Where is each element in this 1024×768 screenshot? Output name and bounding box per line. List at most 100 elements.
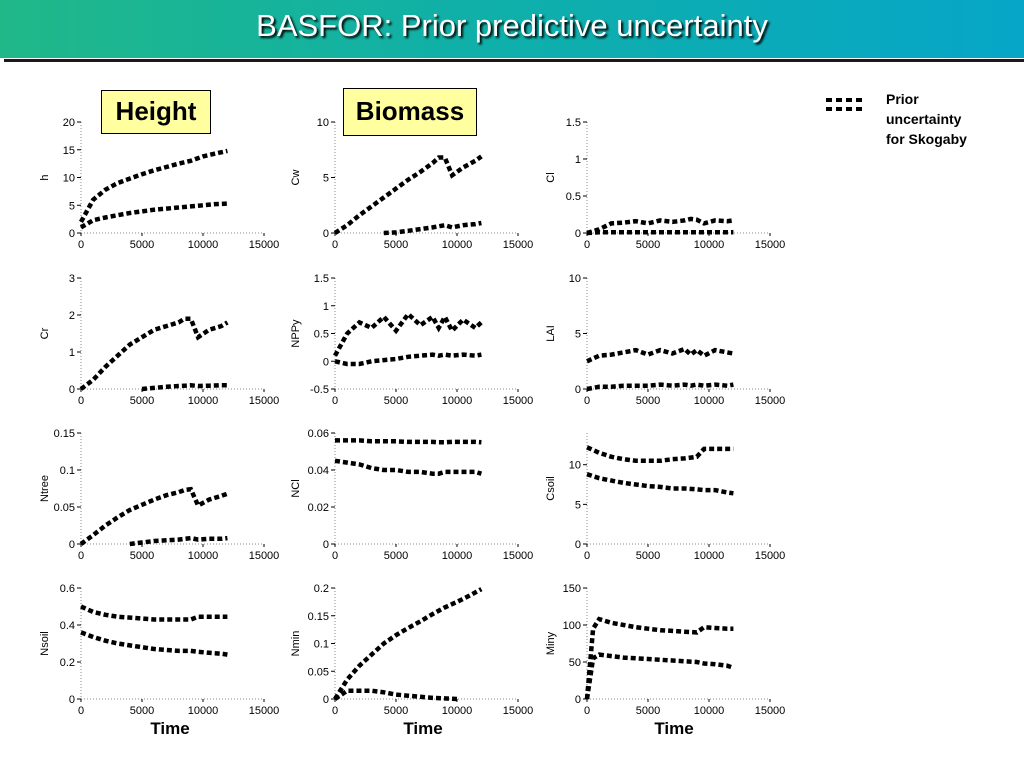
x-tick-label: 10000 — [188, 550, 219, 562]
upper-bound-series — [584, 616, 734, 700]
x-tick-label: 10000 — [188, 705, 219, 717]
lower-bound-series — [383, 220, 482, 236]
x-tick-label: 10000 — [442, 550, 473, 562]
x-tick-label: 5000 — [636, 395, 660, 407]
x-tick-label: 15000 — [249, 705, 280, 717]
slide-title: BASFOR: Prior predictive uncertainty — [256, 8, 768, 43]
y-tick-label: 50 — [569, 657, 581, 669]
x-tick-label: 0 — [332, 395, 338, 407]
y-tick-label: 100 — [563, 620, 581, 632]
y-axis-label: LAI — [545, 325, 557, 342]
x-tick-label: 5000 — [384, 239, 408, 251]
x-tick-label: 10000 — [694, 550, 725, 562]
x-tick-label: 15000 — [755, 550, 786, 562]
y-tick-label: 150 — [563, 583, 581, 595]
y-tick-label: 0 — [575, 228, 581, 240]
y-axis-label: Cw — [290, 170, 302, 186]
y-axis-label: Cr — [39, 327, 51, 339]
x-tick-label: 15000 — [249, 550, 280, 562]
x-tick-label: 15000 — [503, 550, 534, 562]
y-tick-label: 0.05 — [308, 666, 329, 678]
x-tick-label: 15000 — [755, 395, 786, 407]
x-tick-label: 10000 — [442, 239, 473, 251]
y-tick-label: 5 — [323, 173, 329, 185]
height-tag: Height — [101, 90, 211, 134]
x-tick-label: 5000 — [130, 395, 154, 407]
panel-nsoil: 0 5000 10000 15000 0 0.2 0.4 0.6 Nsoil — [39, 583, 279, 717]
lower-bound-series — [586, 230, 734, 236]
y-tick-label: -0.5 — [310, 384, 329, 396]
lower-bound-series — [80, 630, 228, 657]
y-tick-label: 1 — [575, 154, 581, 166]
x-tick-label: 0 — [584, 395, 590, 407]
y-axis-label: Miny — [545, 631, 557, 655]
panel-ncl: 0 5000 10000 15000 0 0.02 0.04 0.06 NCl — [290, 428, 533, 562]
y-tick-label: 0.5 — [314, 329, 329, 341]
y-tick-label: 0.06 — [308, 428, 329, 440]
x-tick-label: 15000 — [503, 239, 534, 251]
x-tick-label: 0 — [584, 705, 590, 717]
y-tick-label: 0.1 — [314, 639, 329, 651]
y-tick-label: 5 — [575, 499, 581, 511]
y-tick-label: 10 — [317, 117, 329, 129]
y-axis-label: Nsoil — [39, 631, 51, 655]
upper-bound-series — [79, 486, 229, 546]
upper-bound-series — [79, 316, 229, 391]
y-tick-label: 0.2 — [314, 583, 329, 595]
upper-bound-series — [586, 445, 734, 464]
x-tick-label: 0 — [78, 239, 84, 251]
x-tick-label: 5000 — [636, 550, 660, 562]
x-tick-label: 5000 — [384, 705, 408, 717]
x-tick-label: 10000 — [442, 705, 473, 717]
lower-bound-series — [141, 383, 228, 392]
legend-swatch — [826, 98, 862, 111]
y-tick-label: 15 — [63, 145, 75, 157]
panel-h: 0 5000 10000 15000 0 5 10 15 20 h — [39, 117, 279, 251]
y-tick-label: 0.4 — [60, 620, 75, 632]
y-tick-label: 0 — [323, 228, 329, 240]
panel-cr: 0 5000 10000 15000 0 1 2 3 Cr — [39, 273, 279, 407]
y-tick-label: 10 — [569, 460, 581, 472]
y-tick-label: 0.6 — [60, 583, 75, 595]
y-tick-label: 0.04 — [308, 465, 329, 477]
x-tick-label: 10000 — [188, 239, 219, 251]
y-tick-label: 2 — [69, 310, 75, 322]
legend-text: Prior uncertainty for Skogaby — [886, 89, 1016, 149]
panel-lai: 0 5000 10000 15000 0 5 10 LAI — [545, 273, 785, 407]
y-tick-label: 0.02 — [308, 502, 329, 514]
x-tick-label: 5000 — [130, 239, 154, 251]
x-tick-label: 5000 — [384, 550, 408, 562]
lower-bound-series — [333, 688, 458, 702]
x-tick-label: 5000 — [130, 705, 154, 717]
y-tick-label: 0 — [69, 694, 75, 706]
y-axis-label: Csoil — [545, 476, 557, 500]
x-tick-label: 5000 — [384, 395, 408, 407]
y-tick-label: 10 — [63, 173, 75, 185]
x-axis-title-col1: Time — [150, 719, 190, 738]
panel-cw: 0 5000 10000 15000 0 5 10 Cw — [290, 117, 533, 251]
y-axis-label: h — [39, 174, 51, 180]
y-tick-label: 1 — [69, 347, 75, 359]
y-tick-label: 10 — [569, 273, 581, 285]
y-tick-label: 0 — [575, 384, 581, 396]
lower-bound-series — [79, 201, 228, 230]
y-tick-label: 0.15 — [308, 611, 329, 623]
x-tick-label: 15000 — [755, 705, 786, 717]
y-tick-label: 20 — [63, 117, 75, 129]
title-underline — [4, 59, 1024, 62]
upper-bound-series — [335, 438, 482, 445]
y-tick-label: 0.5 — [566, 191, 581, 203]
upper-bound-series — [80, 604, 228, 622]
y-tick-label: 0.2 — [60, 657, 75, 669]
x-tick-label: 15000 — [249, 239, 280, 251]
x-tick-label: 5000 — [636, 705, 660, 717]
x-tick-label: 15000 — [503, 705, 534, 717]
panel-ntree: 0 5000 10000 15000 0 0.05 0.1 0.15 Ntree — [39, 428, 279, 562]
y-tick-label: 1.5 — [566, 117, 581, 129]
x-tick-label: 5000 — [636, 239, 660, 251]
x-tick-label: 0 — [78, 550, 84, 562]
lower-bound-series — [334, 458, 483, 476]
y-tick-label: 0 — [69, 228, 75, 240]
y-tick-label: 0.15 — [54, 428, 75, 440]
y-tick-label: 0 — [575, 539, 581, 551]
